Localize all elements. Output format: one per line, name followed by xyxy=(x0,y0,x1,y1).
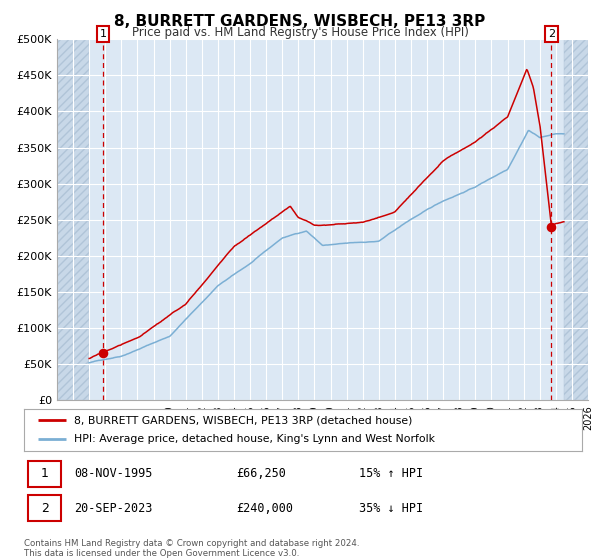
Text: Price paid vs. HM Land Registry's House Price Index (HPI): Price paid vs. HM Land Registry's House … xyxy=(131,26,469,39)
Text: 2: 2 xyxy=(548,29,555,39)
Point xyxy=(98,348,108,357)
Text: 20-SEP-2023: 20-SEP-2023 xyxy=(74,502,152,515)
Text: £66,250: £66,250 xyxy=(236,467,286,480)
Point xyxy=(547,222,556,231)
Text: 15% ↑ HPI: 15% ↑ HPI xyxy=(359,467,423,480)
Text: £240,000: £240,000 xyxy=(236,502,293,515)
Bar xyxy=(564,39,588,400)
Text: 8, BURRETT GARDENS, WISBECH, PE13 3RP: 8, BURRETT GARDENS, WISBECH, PE13 3RP xyxy=(115,14,485,29)
FancyBboxPatch shape xyxy=(28,496,61,521)
Text: 35% ↓ HPI: 35% ↓ HPI xyxy=(359,502,423,515)
Text: 1: 1 xyxy=(100,29,107,39)
FancyBboxPatch shape xyxy=(28,461,61,487)
Text: 1: 1 xyxy=(41,467,49,480)
Text: 8, BURRETT GARDENS, WISBECH, PE13 3RP (detached house): 8, BURRETT GARDENS, WISBECH, PE13 3RP (d… xyxy=(74,415,413,425)
Text: HPI: Average price, detached house, King's Lynn and West Norfolk: HPI: Average price, detached house, King… xyxy=(74,435,435,445)
Text: Contains HM Land Registry data © Crown copyright and database right 2024.
This d: Contains HM Land Registry data © Crown c… xyxy=(24,539,359,558)
Text: 2: 2 xyxy=(41,502,49,515)
Bar xyxy=(57,39,89,400)
Text: 08-NOV-1995: 08-NOV-1995 xyxy=(74,467,152,480)
